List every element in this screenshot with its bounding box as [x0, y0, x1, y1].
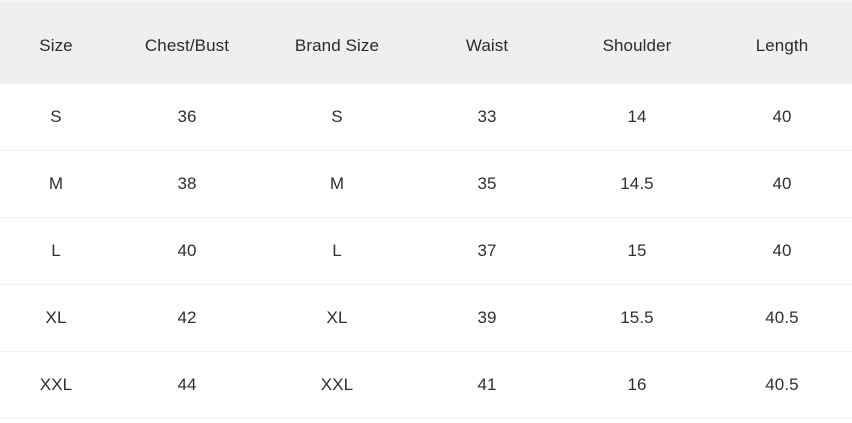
table-row: S 36 S 33 14 40 [0, 84, 852, 151]
cell-chest-bust: 40 [177, 241, 197, 260]
cell-waist: 39 [477, 308, 497, 327]
cell-brand-size: XL [326, 308, 348, 327]
column-header-waist: Waist [465, 36, 509, 55]
cell-length: 40.5 [765, 308, 799, 327]
cell-brand-size: S [331, 107, 343, 126]
cell-shoulder: 15.5 [620, 308, 654, 327]
cell-shoulder: 14.5 [620, 174, 654, 193]
cell-size: S [50, 107, 62, 126]
cell-brand-size: XXL [320, 375, 354, 394]
cell-shoulder: 14 [627, 107, 647, 126]
cell-length: 40 [772, 241, 792, 260]
table-row: L 40 L 37 15 40 [0, 218, 852, 285]
cell-length: 40.5 [765, 375, 799, 394]
column-header-size: Size [39, 36, 73, 55]
table-header-row: Size Chest/Bust Brand Size Waist Shoulde… [0, 0, 852, 84]
column-header-shoulder: Shoulder [602, 36, 672, 55]
cell-waist: 37 [477, 241, 497, 260]
cell-waist: 41 [477, 375, 497, 394]
cell-brand-size: M [329, 174, 345, 193]
cell-size: L [51, 241, 61, 260]
cell-chest-bust: 36 [177, 107, 197, 126]
table-row: XL 42 XL 39 15.5 40.5 [0, 285, 852, 352]
cell-chest-bust: 44 [177, 375, 197, 394]
cell-size: M [48, 174, 64, 193]
column-header-chest-bust: Chest/Bust [144, 36, 230, 55]
column-header-length: Length [755, 36, 809, 55]
cell-size: XL [45, 308, 67, 327]
column-header-brand-size: Brand Size [294, 36, 380, 55]
table-row: M 38 M 35 14.5 40 [0, 151, 852, 218]
cell-shoulder: 15 [627, 241, 647, 260]
table-row: XXL 44 XXL 41 16 40.5 [0, 352, 852, 419]
cell-size: XXL [39, 375, 73, 394]
cell-waist: 35 [477, 174, 497, 193]
cell-length: 40 [772, 107, 792, 126]
table-body: S 36 S 33 14 40 M 38 M 35 14.5 40 L 40 L… [0, 84, 852, 423]
cell-chest-bust: 42 [177, 308, 197, 327]
cell-brand-size: L [332, 241, 342, 260]
cell-chest-bust: 38 [177, 174, 197, 193]
cell-length: 40 [772, 174, 792, 193]
cell-shoulder: 16 [627, 375, 647, 394]
cell-waist: 33 [477, 107, 497, 126]
